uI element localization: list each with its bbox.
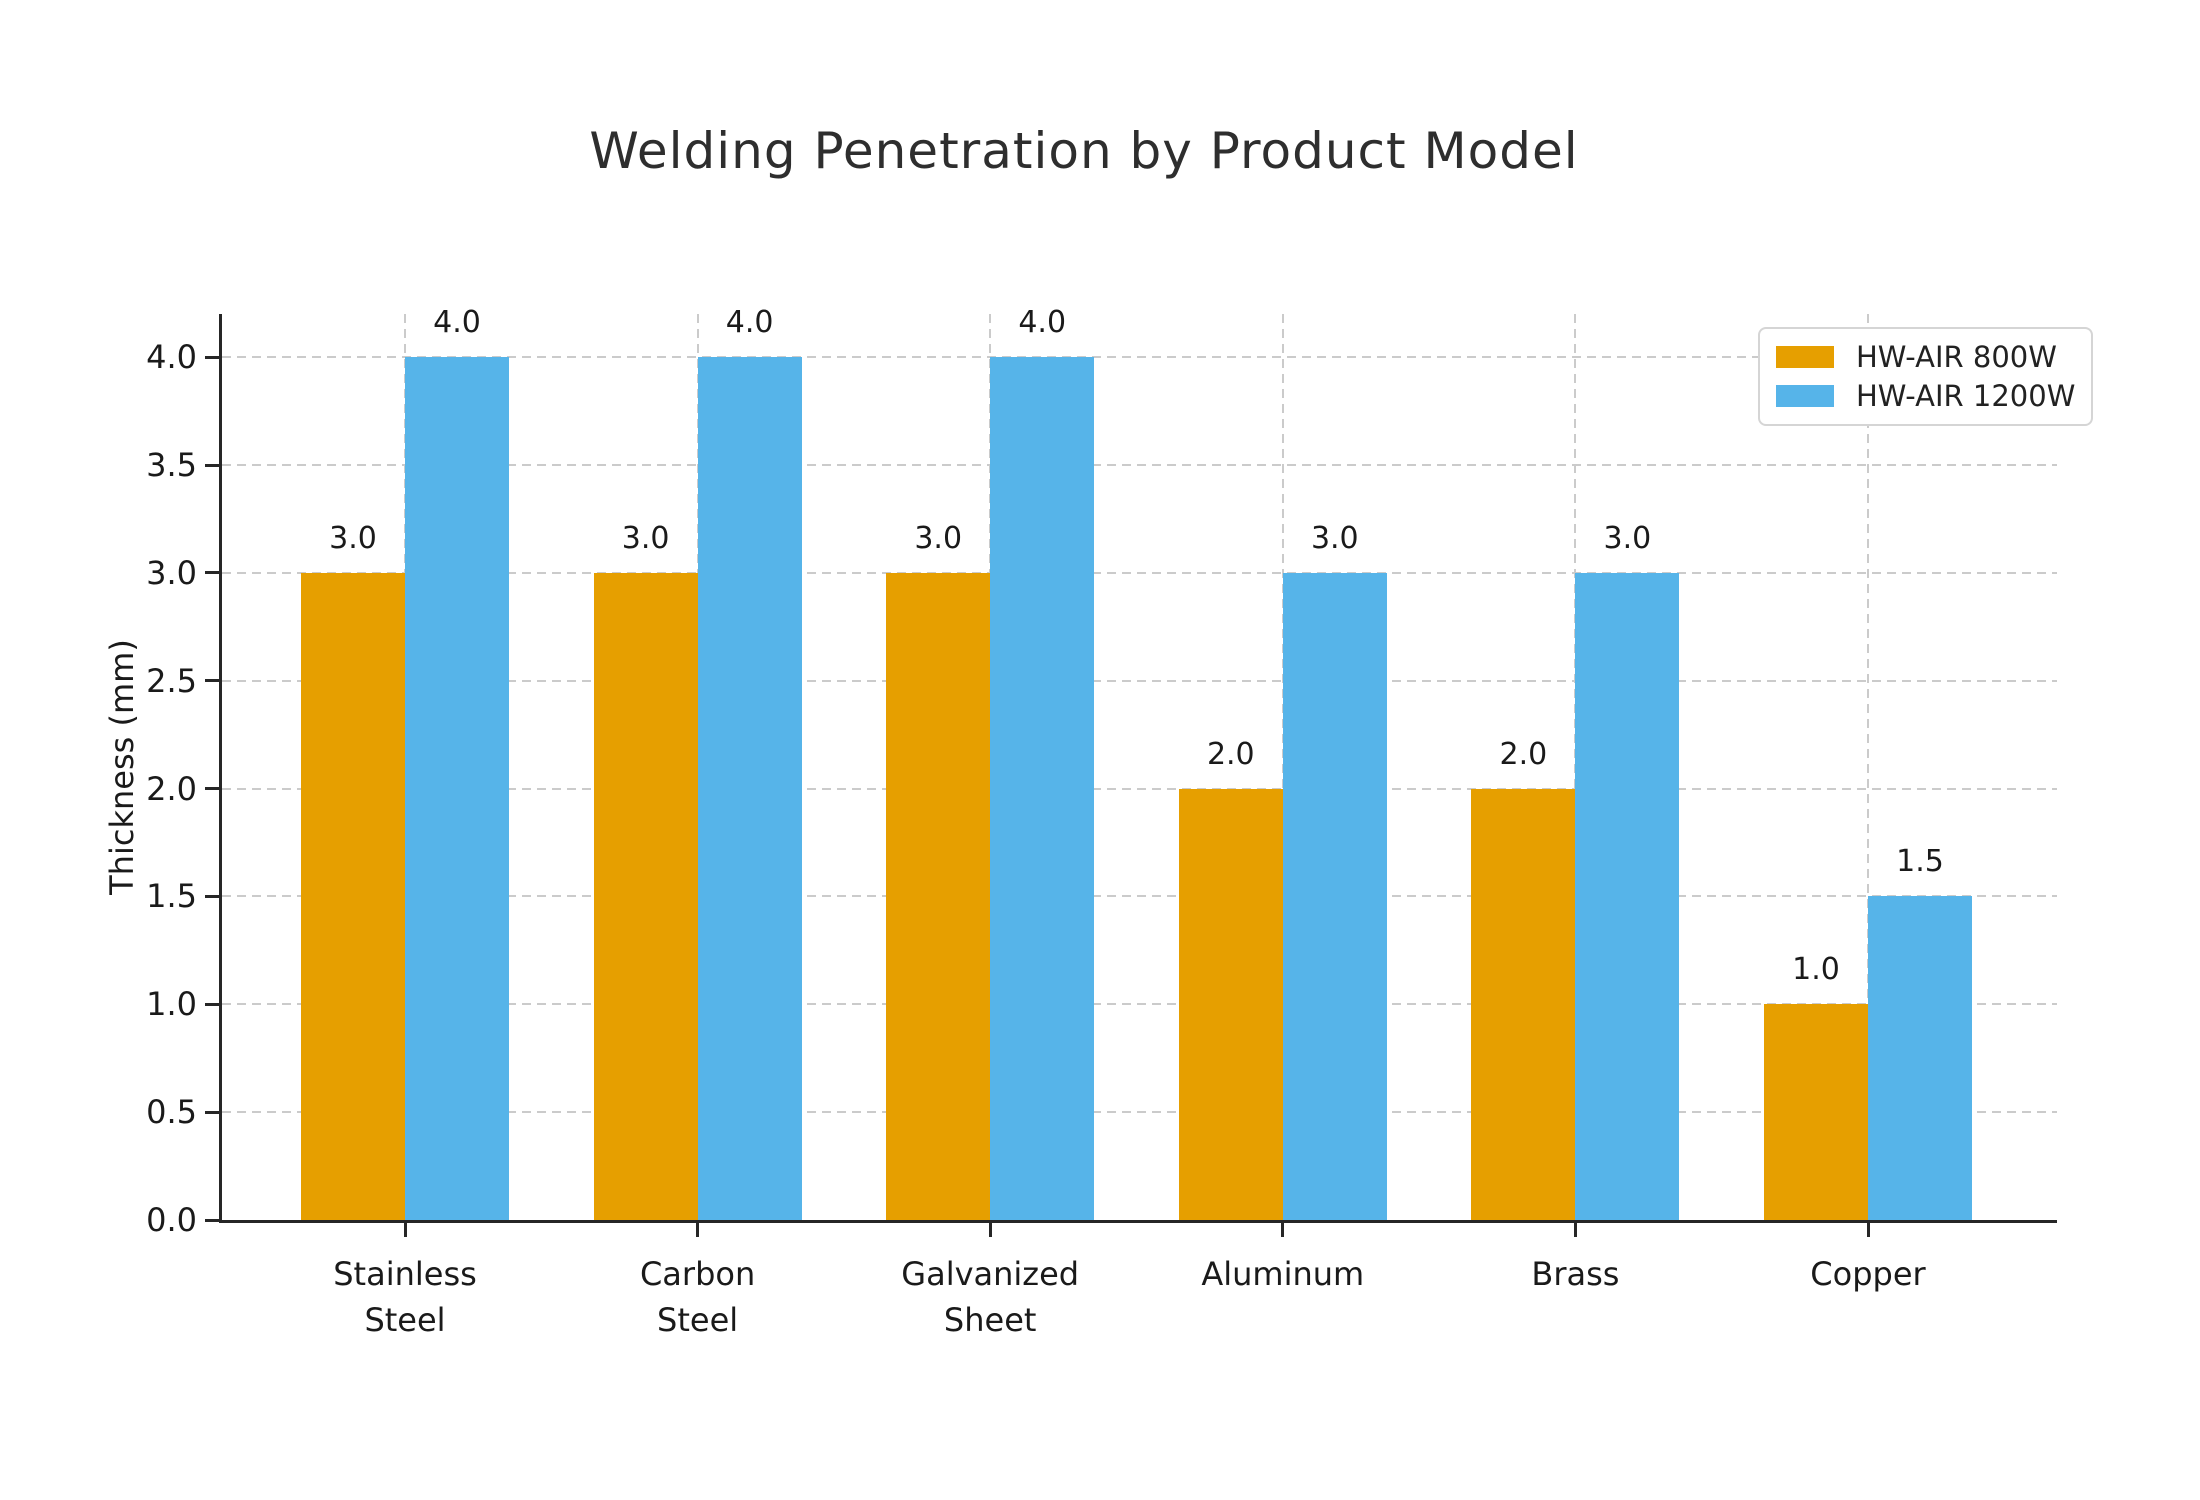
gridline-horizontal: [222, 464, 2057, 466]
bar-value-label: 4.0: [1018, 305, 1067, 341]
x-axis-line: [219, 1220, 2057, 1223]
bar-value-label: 1.5: [1896, 844, 1944, 880]
chart-title: Welding Penetration by Product Model: [589, 122, 1579, 180]
legend-entry: HW-AIR 800W: [1776, 340, 2075, 374]
y-tick-mark: [205, 1002, 219, 1006]
x-tick-mark: [988, 1223, 992, 1237]
bar: [593, 572, 698, 1220]
gridline-vertical: [1867, 314, 1869, 1220]
y-tick-mark: [205, 787, 219, 791]
x-tick-mark: [1573, 1223, 1577, 1237]
x-tick-label: Stainless Steel: [333, 1255, 477, 1339]
y-tick-mark: [205, 679, 219, 683]
y-tick-label: 0.5: [146, 1093, 197, 1132]
x-tick-label: Aluminum: [1201, 1255, 1365, 1293]
x-tick-mark: [1866, 1223, 1870, 1237]
bar: [990, 357, 1095, 1220]
legend-swatch: [1776, 346, 1834, 368]
bar: [1178, 788, 1283, 1220]
legend-entry: HW-AIR 1200W: [1776, 379, 2076, 413]
bar: [405, 357, 509, 1220]
y-tick-label: 3.0: [146, 553, 197, 592]
gridline-horizontal: [222, 1111, 2057, 1114]
legend-label: HW-AIR 800W: [1856, 340, 2057, 374]
y-axis-line: [219, 314, 222, 1223]
gridline-horizontal: [222, 1003, 2057, 1006]
x-tick-mark: [696, 1223, 700, 1237]
y-tick-mark: [205, 1218, 219, 1222]
bar-value-label: 1.0: [1792, 952, 1840, 988]
y-tick-mark: [205, 571, 219, 575]
bar: [697, 357, 802, 1220]
x-tick-mark: [1281, 1223, 1285, 1237]
bar: [301, 572, 405, 1220]
bar: [1575, 572, 1680, 1220]
bar-value-label: 2.0: [1206, 736, 1255, 772]
y-tick-label: 0.0: [146, 1201, 197, 1239]
bar: [1282, 572, 1387, 1220]
bar-value-label: 2.0: [1499, 736, 1548, 772]
bar-value-label: 3.0: [1603, 520, 1652, 556]
gridline-horizontal: [222, 679, 2057, 682]
plot-area: HW-AIR 800W HW-AIR 1200W 0.0 0.5 1.0 1.5 2.0 2…: [146, 305, 2094, 1339]
legend-swatch: [1776, 385, 1834, 407]
gridline-horizontal: [222, 895, 2057, 898]
bar: [886, 572, 991, 1220]
bar-value-label: 3.0: [621, 520, 670, 556]
legend: HW-AIR 800W HW-AIR 1200W: [1758, 327, 2094, 426]
x-tick-label: Copper: [1810, 1255, 1926, 1293]
bar-value-label: 4.0: [725, 305, 774, 341]
gridline-horizontal: [222, 787, 2057, 790]
bar-value-label: 4.0: [433, 305, 481, 341]
bar-value-label: 3.0: [1310, 520, 1359, 556]
y-tick-mark: [205, 1110, 219, 1114]
y-tick-mark: [205, 894, 219, 898]
y-tick-label: 2.0: [146, 769, 197, 808]
y-tick-label: 3.5: [146, 446, 197, 484]
x-tick-label: Carbon Steel: [639, 1255, 756, 1339]
x-tick-label: Galvanized Sheet: [901, 1255, 1080, 1339]
bar: [1764, 1004, 1868, 1220]
y-tick-label: 1.0: [146, 985, 197, 1024]
bar: [1868, 896, 1972, 1220]
legend-label: HW-AIR 1200W: [1856, 379, 2076, 413]
y-tick-label: 1.5: [146, 877, 197, 916]
bar-value-label: 3.0: [329, 520, 377, 556]
bar-value-label: 3.0: [914, 520, 963, 556]
gridline-horizontal: [222, 571, 2057, 574]
y-tick-label: 2.5: [146, 661, 197, 700]
y-tick-mark: [205, 463, 219, 467]
x-tick-mark: [403, 1223, 407, 1237]
x-tick-label: Brass: [1531, 1255, 1620, 1293]
bar: [1471, 788, 1576, 1220]
y-tick-mark: [205, 355, 219, 359]
gridline-horizontal: [222, 356, 2057, 359]
y-tick-label: 4.0: [146, 338, 197, 377]
